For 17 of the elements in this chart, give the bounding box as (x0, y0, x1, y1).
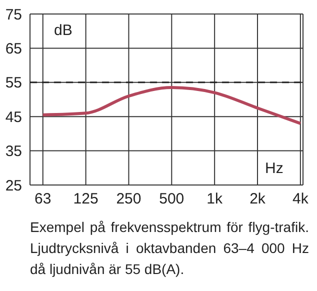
y-tick-label: 25 (5, 177, 22, 194)
y-axis-title: dB (54, 22, 72, 39)
x-tick-label: 4k (292, 190, 309, 208)
x-tick-label: 500 (159, 190, 184, 208)
x-tick-label: 63 (34, 190, 52, 208)
text: Exempel på frekvensspektrum för flyg-trafik. Ljudtrycksnivå i oktavbanden 63–4 000 Hz då ljudnivån är 55 dB(A). (30, 218, 309, 279)
y-tick-label: 75 (5, 6, 22, 24)
y-tick-label: 45 (5, 108, 22, 126)
x-tick-label: 250 (116, 190, 142, 208)
y-tick-label: 55 (5, 74, 22, 92)
y-tick-label: 35 (5, 143, 22, 160)
x-axis-title: Hz (265, 160, 284, 177)
y-tick-label: 65 (5, 40, 22, 58)
line-series (41, 86, 302, 125)
x-tick-label: 2k (250, 190, 266, 208)
x-tick-label: 1k (206, 190, 223, 208)
x-tick-label: 125 (73, 190, 98, 208)
